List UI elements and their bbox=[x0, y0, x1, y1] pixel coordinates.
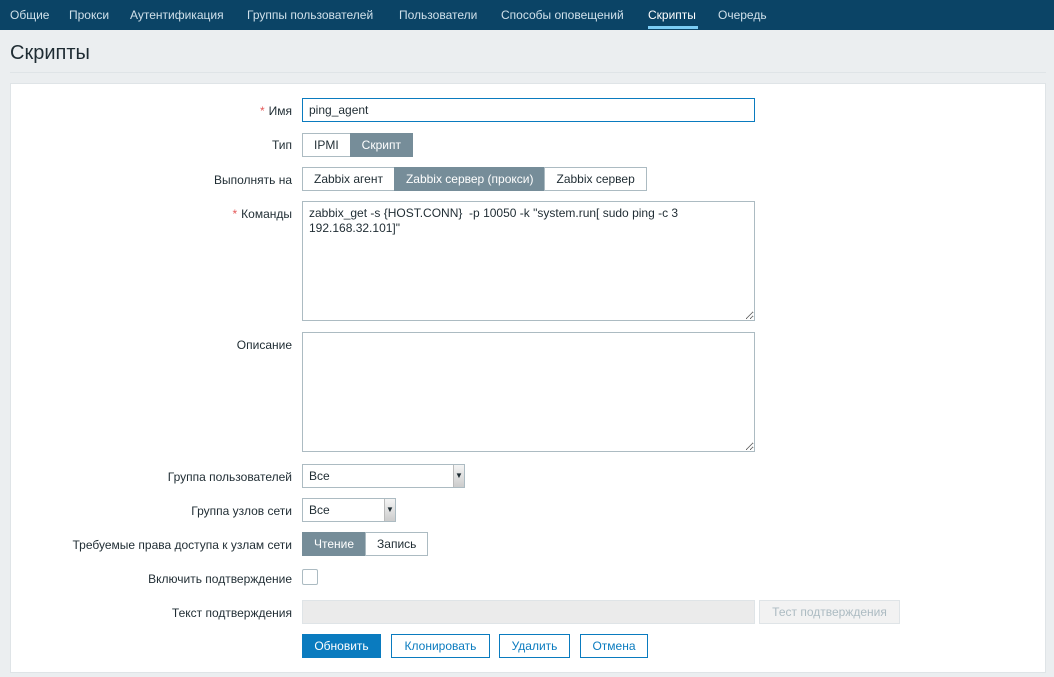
nav-scripts[interactable]: Скрипты bbox=[648, 8, 696, 22]
access-read[interactable]: Чтение bbox=[302, 532, 367, 556]
type-label: Тип bbox=[271, 138, 292, 152]
execute-on-server-proxy[interactable]: Zabbix сервер (прокси) bbox=[393, 167, 546, 191]
access-write[interactable]: Запись bbox=[365, 532, 429, 556]
chevron-down-icon: ▼ bbox=[384, 499, 395, 521]
host-access-toggle: Чтение Запись bbox=[302, 532, 429, 556]
commands-textarea[interactable]: zabbix_get -s {HOST.CONN} -p 10050 -k "s… bbox=[302, 201, 755, 321]
confirmation-text-label: Текст подтверждения bbox=[171, 606, 292, 620]
description-textarea[interactable] bbox=[302, 332, 755, 452]
commands-label: * Команды bbox=[232, 207, 292, 221]
name-input[interactable] bbox=[302, 98, 755, 122]
description-label: Описание bbox=[236, 338, 292, 352]
user-group-value: Все bbox=[309, 469, 330, 483]
confirmation-text-input[interactable] bbox=[302, 600, 755, 624]
execute-on-label: Выполнять на bbox=[213, 173, 292, 187]
clone-button[interactable]: Клонировать bbox=[391, 634, 490, 658]
nav-authentication[interactable]: Аутентификация bbox=[130, 8, 224, 22]
test-confirmation-button[interactable]: Тест подтверждения bbox=[759, 600, 900, 624]
nav-queue[interactable]: Очередь bbox=[718, 8, 767, 22]
type-script[interactable]: Скрипт bbox=[349, 133, 413, 157]
user-group-label: Группа пользователей bbox=[167, 470, 292, 484]
active-tab-indicator bbox=[648, 26, 698, 29]
enable-confirmation-label: Включить подтверждение bbox=[148, 572, 292, 586]
page-title: Скрипты bbox=[10, 42, 90, 64]
cancel-button[interactable]: Отмена bbox=[580, 634, 648, 658]
execute-on-toggle: Zabbix агент Zabbix сервер (прокси) Zabb… bbox=[302, 167, 647, 191]
divider bbox=[10, 72, 1046, 73]
type-toggle: IPMI Скрипт bbox=[302, 133, 413, 157]
nav-user-groups[interactable]: Группы пользователей bbox=[247, 8, 374, 22]
top-nav: Общие Прокси Аутентификация Группы польз… bbox=[0, 0, 1054, 30]
nav-media-types[interactable]: Способы оповещений bbox=[501, 8, 624, 22]
user-group-select[interactable]: Все ▼ bbox=[302, 464, 465, 488]
nav-general[interactable]: Общие bbox=[10, 8, 50, 22]
name-label: * Имя bbox=[259, 104, 292, 118]
host-group-label: Группа узлов сети bbox=[191, 504, 292, 518]
host-group-value: Все bbox=[309, 503, 330, 517]
host-access-label: Требуемые права доступа к узлам сети bbox=[72, 538, 293, 552]
enable-confirmation-checkbox[interactable] bbox=[302, 569, 318, 585]
delete-button[interactable]: Удалить bbox=[499, 634, 570, 658]
chevron-down-icon: ▼ bbox=[453, 465, 464, 487]
nav-users[interactable]: Пользователи bbox=[399, 8, 478, 22]
execute-on-server[interactable]: Zabbix сервер bbox=[544, 167, 647, 191]
update-button[interactable]: Обновить bbox=[302, 634, 381, 658]
host-group-select[interactable]: Все ▼ bbox=[302, 498, 396, 522]
nav-proxies[interactable]: Прокси bbox=[69, 8, 110, 22]
type-ipmi[interactable]: IPMI bbox=[302, 133, 351, 157]
execute-on-agent[interactable]: Zabbix агент bbox=[302, 167, 395, 191]
